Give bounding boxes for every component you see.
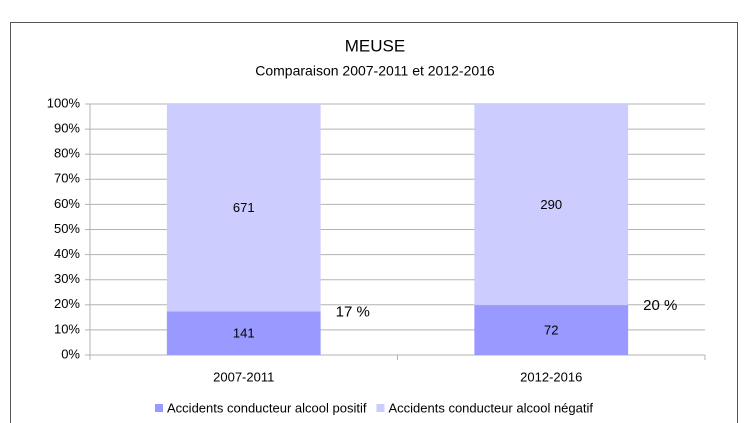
- y-tick-label: 10%: [54, 321, 80, 336]
- y-tick-label: 50%: [54, 221, 80, 236]
- bar-segment: [166, 311, 321, 355]
- legend-swatch: [155, 404, 164, 412]
- annotation: 20 %: [643, 297, 677, 314]
- y-tick-label: 80%: [54, 146, 80, 161]
- y-tick-label: 100%: [47, 95, 81, 110]
- y-tick-label: 30%: [54, 271, 80, 286]
- chart-title: MEUSE: [345, 36, 405, 55]
- legend-swatch: [376, 404, 385, 412]
- bar-segment: [474, 305, 629, 355]
- chart-frame: [10, 22, 738, 423]
- y-tick-label: 60%: [54, 196, 80, 211]
- data-label: 72: [544, 322, 558, 337]
- data-label: 141: [233, 326, 255, 341]
- legend-label: Accidents conducteur alcool positif: [167, 400, 367, 415]
- y-tick-label: 70%: [54, 171, 80, 186]
- bar-segment: [166, 104, 321, 312]
- legend-label: Accidents conducteur alcool négatif: [388, 400, 593, 415]
- y-tick-label: 20%: [54, 296, 80, 311]
- data-label: 290: [540, 197, 562, 212]
- y-tick-label: 90%: [54, 121, 80, 136]
- data-label: 671: [233, 200, 255, 215]
- y-tick-label: 0%: [61, 346, 80, 361]
- x-tick-label: 2007-2011: [213, 369, 274, 384]
- annotation: 17 %: [336, 303, 370, 320]
- x-tick-label: 2012-2016: [520, 369, 582, 384]
- y-tick-label: 40%: [54, 246, 80, 261]
- bar-segment: [474, 104, 629, 306]
- chart-subtitle: Comparaison 2007-2011 et 2012-2016: [255, 63, 495, 79]
